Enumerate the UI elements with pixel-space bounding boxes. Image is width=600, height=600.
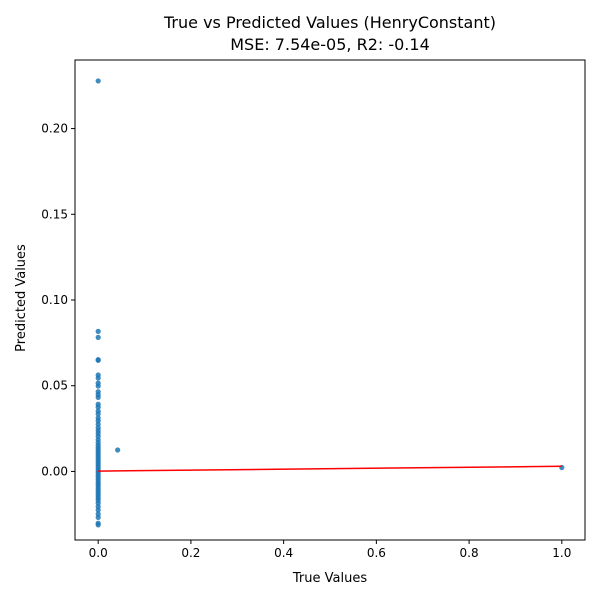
x-tick-label: 0.0 <box>89 546 108 560</box>
data-point <box>95 357 101 363</box>
data-point <box>95 522 101 528</box>
y-tick-label: 0.10 <box>41 293 68 307</box>
data-point <box>95 404 101 410</box>
y-tick-label: 0.20 <box>41 122 68 136</box>
data-point <box>95 507 101 513</box>
x-tick-label: 0.8 <box>460 546 479 560</box>
y-axis-label: Predicted Values <box>14 244 29 352</box>
data-point <box>95 383 101 389</box>
data-point <box>95 411 101 417</box>
x-tick-label: 1.0 <box>552 546 571 560</box>
x-axis-label: True Values <box>292 571 367 586</box>
data-point <box>95 328 101 334</box>
data-point <box>95 334 101 340</box>
y-tick-label: 0.15 <box>41 207 68 221</box>
data-point <box>95 514 101 520</box>
plot-area: 0.0 0.2 0.4 0.6 0.8 1.0 0.00 0.05 0.10 0.15 0.20 <box>41 59 586 560</box>
chart-title: True vs Predicted Values (HenryConstant) <box>163 13 496 32</box>
x-tick-label: 0.6 <box>367 546 386 560</box>
data-point <box>95 394 101 400</box>
x-tick-label: 0.4 <box>274 546 293 560</box>
regression-line <box>98 465 562 472</box>
y-tick-label: 0.00 <box>41 464 68 478</box>
x-tick-label: 0.2 <box>181 546 200 560</box>
y-tick-label: 0.05 <box>41 379 68 393</box>
data-point <box>115 447 121 453</box>
chart-subtitle: MSE: 7.54e-05, R2: -0.14 <box>230 35 430 54</box>
data-point <box>95 78 101 84</box>
data-point <box>95 375 101 381</box>
